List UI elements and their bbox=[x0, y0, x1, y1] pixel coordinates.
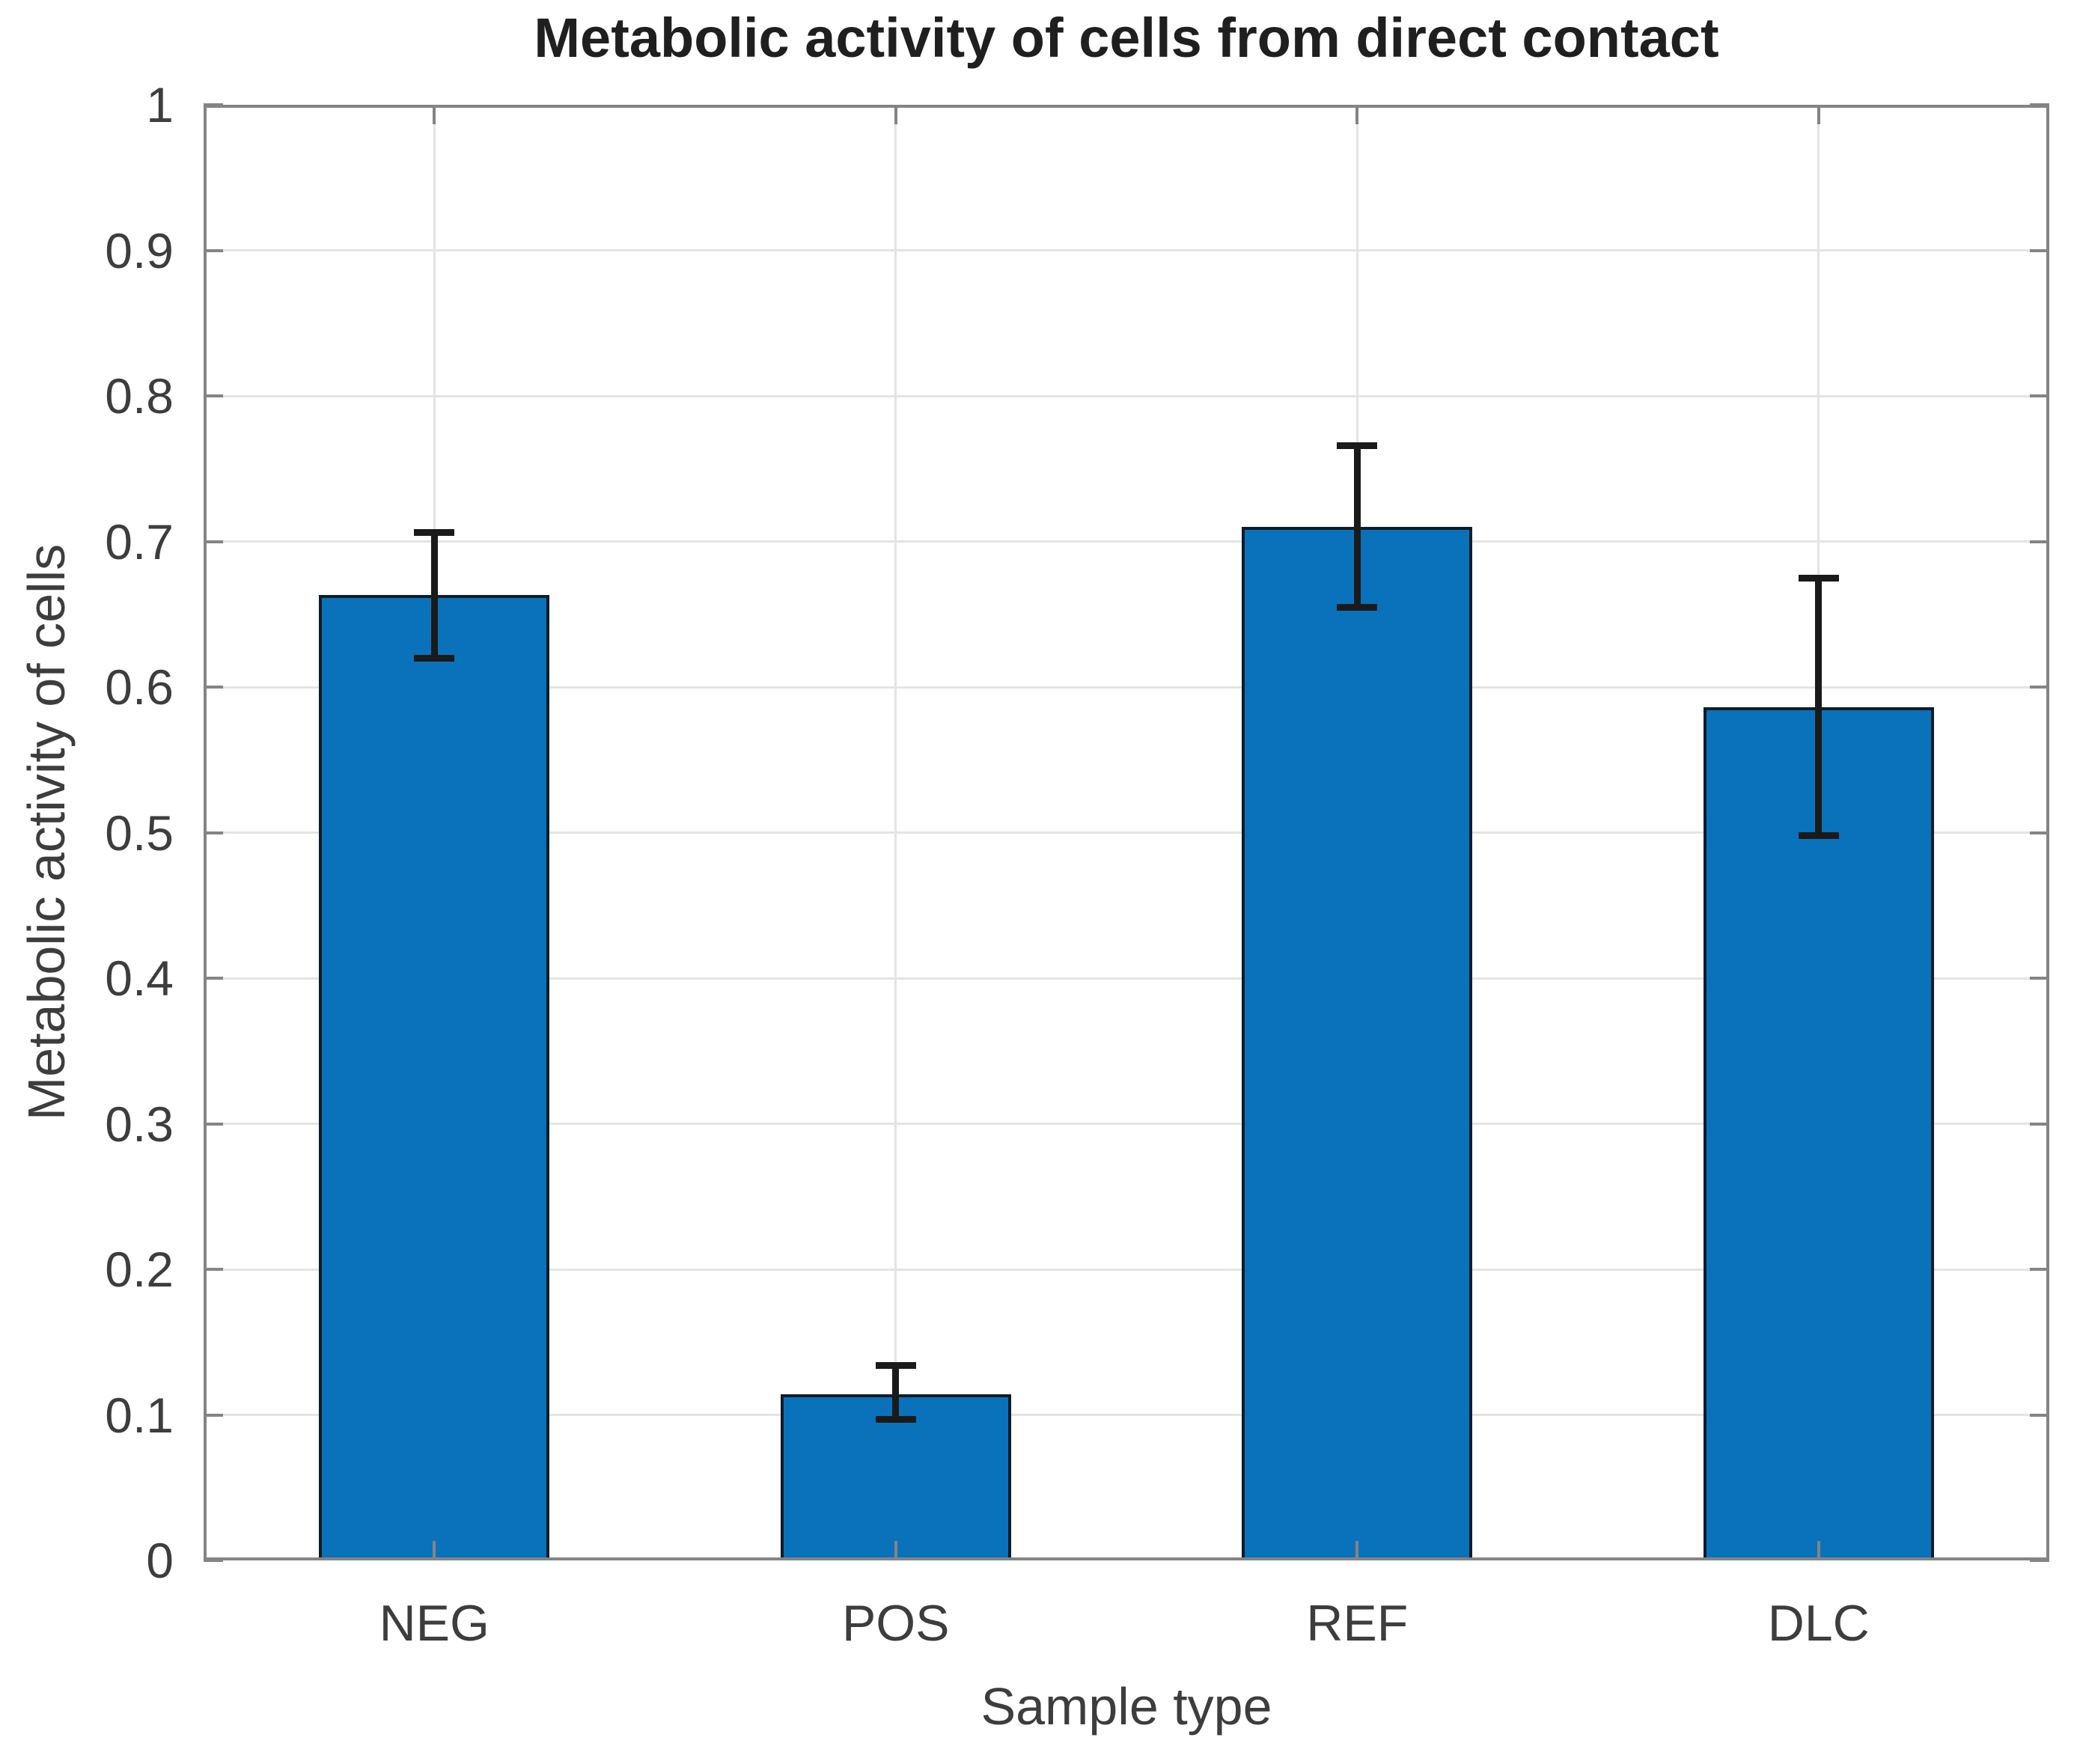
y-tick-label: 0.3 bbox=[105, 1096, 174, 1152]
y-tick-left bbox=[204, 1413, 223, 1417]
y-tick-right bbox=[2030, 831, 2049, 834]
x-tick-label-neg: NEG bbox=[379, 1595, 489, 1652]
y-gridline bbox=[204, 394, 2049, 397]
x-tick-label-pos: POS bbox=[841, 1595, 950, 1652]
error-bar-cap-top-neg bbox=[414, 529, 455, 537]
error-bar-cap-top-ref bbox=[1337, 442, 1378, 449]
y-tick-label: 0.8 bbox=[105, 368, 174, 424]
y-tick-left bbox=[204, 103, 223, 106]
x-tick-top bbox=[433, 105, 436, 124]
error-bar-cap-bottom-dlc bbox=[1798, 831, 1839, 839]
y-gridline bbox=[204, 540, 2049, 543]
y-tick-right bbox=[2030, 248, 2049, 252]
error-bar-cap-bottom-neg bbox=[414, 654, 455, 662]
x-tick-top bbox=[894, 105, 897, 124]
error-bar-cap-top-pos bbox=[875, 1361, 916, 1369]
y-tick-right bbox=[2030, 1268, 2049, 1271]
bar-neg bbox=[319, 595, 550, 1560]
y-tick-left bbox=[204, 977, 223, 980]
error-bar-line-neg bbox=[430, 532, 438, 659]
plot-area bbox=[204, 103, 2049, 1562]
y-tick-left bbox=[204, 686, 223, 689]
error-bar-cap-bottom-ref bbox=[1337, 603, 1378, 611]
error-bar-line-ref bbox=[1353, 445, 1361, 608]
x-tick-bottom bbox=[1355, 1541, 1359, 1560]
y-gridline bbox=[204, 1123, 2049, 1125]
y-tick-label: 0.2 bbox=[105, 1242, 174, 1297]
y-tick-right bbox=[2030, 686, 2049, 689]
y-tick-left bbox=[204, 248, 223, 252]
y-tick-right bbox=[2030, 977, 2049, 980]
y-tick-label: 0.9 bbox=[105, 222, 174, 278]
y-tick-label: 0.1 bbox=[105, 1387, 174, 1443]
y-tick-left bbox=[204, 540, 223, 543]
y-tick-label: 0.7 bbox=[105, 513, 174, 570]
bar-ref bbox=[1242, 527, 1473, 1560]
y-tick-label: 0.4 bbox=[105, 950, 174, 1006]
y-tick-right bbox=[2030, 540, 2049, 543]
x-tick-bottom bbox=[894, 1541, 897, 1560]
x-tick-bottom bbox=[433, 1541, 436, 1560]
x-tick-bottom bbox=[1817, 1541, 1820, 1560]
y-tick-label: 0 bbox=[146, 1533, 174, 1588]
x-gridline bbox=[894, 105, 897, 1560]
error-bar-line-pos bbox=[892, 1365, 900, 1420]
error-bar-cap-top-dlc bbox=[1798, 574, 1839, 582]
y-gridline bbox=[204, 1414, 2049, 1416]
y-tick-left bbox=[204, 394, 223, 397]
y-gridline bbox=[204, 1268, 2049, 1271]
x-axis-label: Sample type bbox=[980, 1677, 1272, 1736]
error-bar-line-dlc bbox=[1815, 578, 1823, 836]
error-bar-cap-bottom-pos bbox=[875, 1415, 916, 1423]
y-tick-left bbox=[204, 1122, 223, 1126]
x-tick-label-ref: REF bbox=[1306, 1595, 1409, 1652]
chart-title: Metabolic activity of cells from direct … bbox=[534, 7, 1719, 69]
y-tick-label: 1 bbox=[146, 77, 174, 132]
y-tick-left bbox=[204, 1268, 223, 1271]
y-tick-left bbox=[204, 1559, 223, 1562]
y-tick-label: 0.5 bbox=[105, 805, 174, 861]
y-tick-right bbox=[2030, 1122, 2049, 1126]
y-gridline bbox=[204, 831, 2049, 834]
y-gridline bbox=[204, 977, 2049, 980]
y-tick-left bbox=[204, 831, 223, 834]
x-tick-label-dlc: DLC bbox=[1767, 1595, 1870, 1652]
x-tick-top bbox=[1355, 105, 1359, 124]
y-tick-right bbox=[2030, 1413, 2049, 1417]
y-gridline bbox=[204, 249, 2049, 251]
y-tick-right bbox=[2030, 1559, 2049, 1562]
y-tick-right bbox=[2030, 103, 2049, 106]
y-gridline bbox=[204, 686, 2049, 689]
x-tick-top bbox=[1817, 105, 1820, 124]
y-tick-label: 0.6 bbox=[105, 659, 174, 715]
y-tick-right bbox=[2030, 394, 2049, 397]
